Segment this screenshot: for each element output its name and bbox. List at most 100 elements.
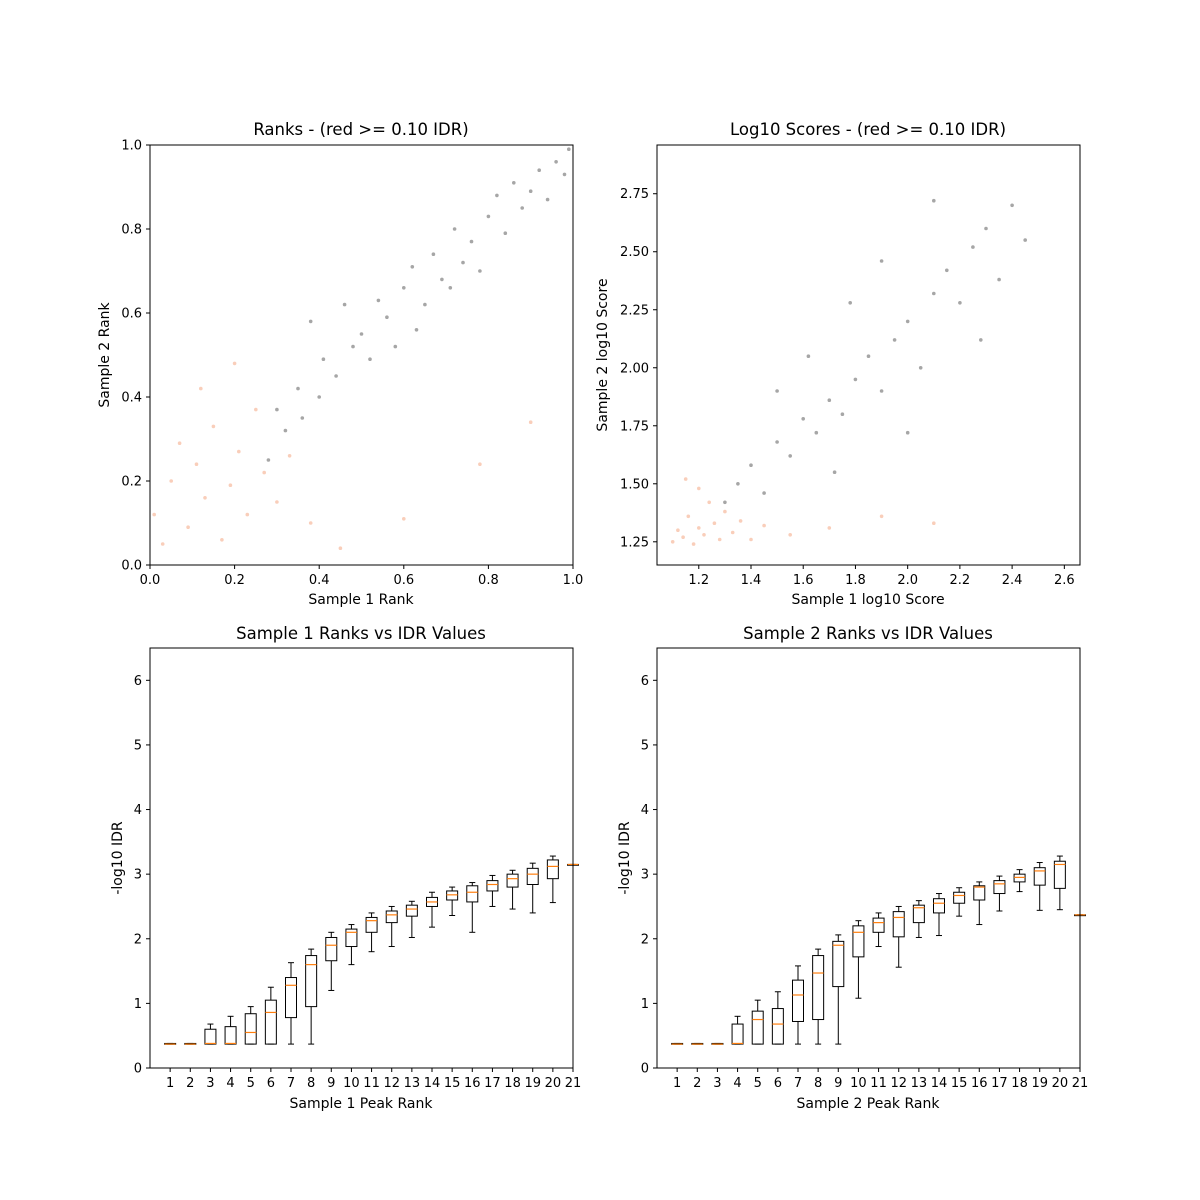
box-iqr xyxy=(506,873,519,888)
data-point-failing xyxy=(402,517,406,521)
x-tick-label: 9 xyxy=(834,1076,842,1091)
x-tick-label: 2.4 xyxy=(1002,573,1023,588)
x-tick-label: 7 xyxy=(287,1076,295,1091)
x-tick-label: 20 xyxy=(545,1076,562,1091)
data-point-failing xyxy=(237,449,241,454)
data-point-failing xyxy=(199,386,203,391)
data-point-failing xyxy=(177,441,182,446)
box-iqr xyxy=(1013,873,1026,883)
data-point-passing xyxy=(414,328,419,332)
plot-frame xyxy=(149,647,574,1069)
data-point-failing xyxy=(220,538,224,542)
data-point-failing xyxy=(932,521,936,525)
data-point-passing xyxy=(1023,238,1027,242)
data-point-passing xyxy=(814,430,819,435)
data-point-passing xyxy=(997,277,1001,282)
box-iqr xyxy=(993,880,1006,895)
panel-sample1-boxplot: Sample 1 Ranks vs IDR Values 1 2 3 4 5 6 7 8 9 10… xyxy=(110,624,581,1112)
y-tick-label: 2 xyxy=(134,932,142,947)
data-point-failing xyxy=(707,500,711,505)
data-point-failing xyxy=(691,542,696,546)
y-tick-label: 1 xyxy=(134,997,142,1012)
box-iqr xyxy=(546,859,559,880)
data-point-passing xyxy=(431,252,436,256)
x-tick-label: 13 xyxy=(404,1076,421,1091)
data-point-passing xyxy=(503,231,508,235)
y-tick-label: 2.00 xyxy=(620,361,649,376)
x-tick-label: 21 xyxy=(1072,1076,1089,1091)
y-tick-label: 0.6 xyxy=(121,307,142,322)
x-tick-label: 5 xyxy=(754,1076,762,1091)
x-tick-label: 20 xyxy=(1052,1076,1069,1091)
data-point-passing xyxy=(984,226,988,231)
box-iqr xyxy=(872,917,885,933)
x-tick-label: 4 xyxy=(733,1076,741,1091)
x-tick-label: 1.2 xyxy=(688,573,709,588)
data-point-passing xyxy=(402,286,406,290)
x-tick-label: 12 xyxy=(383,1076,400,1091)
data-point-failing xyxy=(211,424,216,429)
data-point-failing xyxy=(254,407,258,412)
y-tick-label: 0 xyxy=(134,1062,142,1077)
box-iqr xyxy=(751,1010,764,1045)
box-iqr xyxy=(731,1023,744,1045)
y-tick-label: 1.0 xyxy=(121,139,142,154)
x-tick-label: 14 xyxy=(424,1076,441,1091)
x-axis-label: Sample 1 Peak Rank xyxy=(290,1096,434,1112)
data-point-passing xyxy=(495,193,499,198)
box-iqr xyxy=(852,925,865,958)
data-point-passing xyxy=(520,206,524,210)
box-iqr xyxy=(486,880,499,892)
data-point-passing xyxy=(351,344,355,349)
box-iqr xyxy=(285,977,297,1019)
box-iqr xyxy=(405,904,418,917)
box-iqr xyxy=(973,885,986,901)
y-tick-label: 4 xyxy=(641,803,649,818)
data-point-passing xyxy=(932,198,936,203)
data-point-failing xyxy=(152,512,156,517)
data-point-failing xyxy=(203,496,207,500)
y-tick-label: 0.4 xyxy=(121,391,142,406)
chart-title: Sample 1 Ranks vs IDR Values xyxy=(236,624,486,643)
y-tick-label: 0.2 xyxy=(121,475,142,490)
box-iqr xyxy=(345,928,358,948)
data-point-failing xyxy=(670,540,675,544)
data-point-passing xyxy=(368,357,372,362)
data-point-passing xyxy=(562,172,567,177)
y-tick-label: 1 xyxy=(641,997,649,1012)
data-point-passing xyxy=(945,268,949,273)
x-tick-label: 0.4 xyxy=(309,573,330,588)
data-point-passing xyxy=(461,260,465,265)
x-tick-label: 6 xyxy=(267,1076,275,1091)
data-point-failing xyxy=(338,546,343,550)
data-point-passing xyxy=(775,440,779,444)
data-point-passing xyxy=(749,463,753,468)
y-tick-label: 1.75 xyxy=(620,419,649,434)
data-point-passing xyxy=(723,500,727,505)
data-point-passing xyxy=(554,160,558,164)
x-tick-label: 12 xyxy=(890,1076,907,1091)
y-tick-label: 3 xyxy=(641,868,649,883)
data-point-passing xyxy=(512,181,516,185)
x-tick-label: 13 xyxy=(911,1076,928,1091)
x-tick-label: 1.4 xyxy=(741,573,762,588)
box-series xyxy=(671,855,1086,1045)
y-tick-label: 1.50 xyxy=(620,477,649,492)
data-point-failing xyxy=(245,512,250,517)
data-point-failing xyxy=(712,521,717,525)
x-tick-label: 1 xyxy=(166,1076,174,1091)
y-tick-label: 0.0 xyxy=(121,559,142,574)
data-point-failing xyxy=(697,526,701,530)
x-tick-label: 3 xyxy=(206,1076,214,1091)
y-tick-label: 5 xyxy=(641,738,649,753)
data-point-passing xyxy=(486,214,491,219)
data-point-failing xyxy=(762,523,766,528)
data-point-failing xyxy=(308,521,313,525)
data-point-passing xyxy=(879,389,884,393)
data-point-failing xyxy=(723,509,727,514)
data-point-passing xyxy=(892,338,897,342)
scatter-points xyxy=(670,198,1027,546)
